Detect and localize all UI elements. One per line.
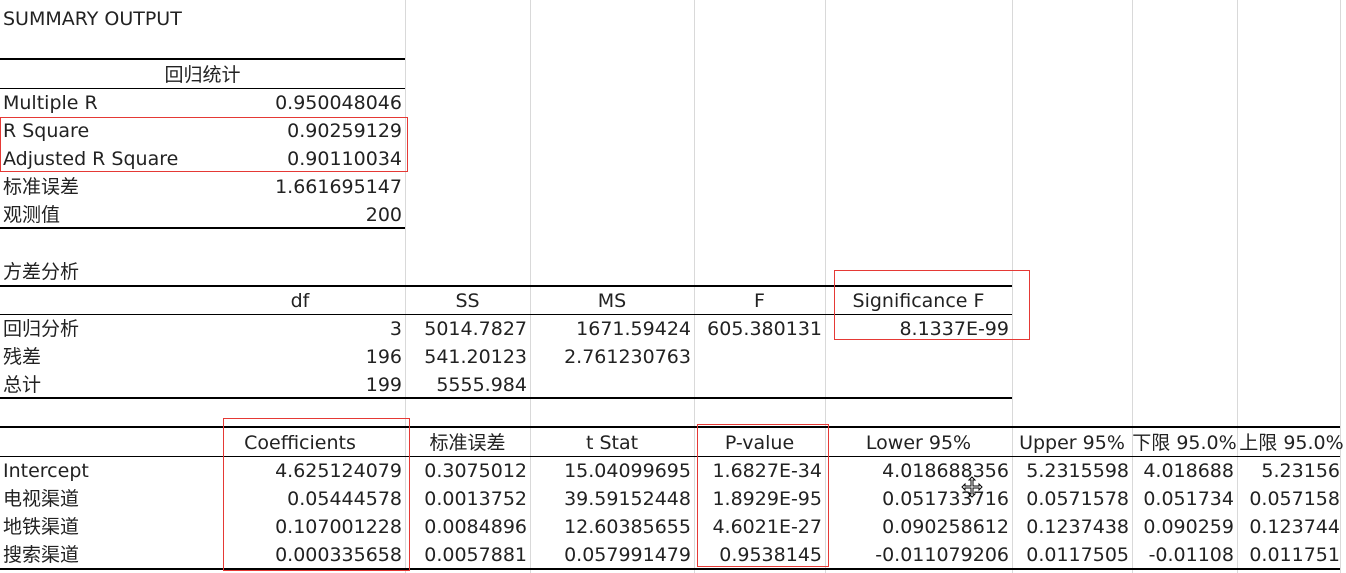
summary-title[interactable]: SUMMARY OUTPUT — [3, 8, 182, 30]
regression-header[interactable]: 回归统计 — [164, 64, 241, 86]
gridline — [1132, 0, 1133, 573]
coef-label[interactable]: 搜索渠道 — [3, 544, 80, 566]
coef-value[interactable]: 0.1237438 — [1026, 516, 1129, 538]
anova-ss[interactable]: 5555.984 — [436, 374, 527, 396]
regression-value[interactable]: 0.90259129 — [287, 120, 402, 142]
anova-df[interactable]: 199 — [365, 374, 402, 396]
coef-header[interactable]: 下限 95.0% — [1132, 432, 1237, 454]
coef-value[interactable]: -0.01108 — [1148, 544, 1234, 566]
coef-header[interactable]: Upper 95% — [1019, 432, 1125, 454]
coef-value[interactable]: 0.107001228 — [275, 516, 402, 538]
coef-value[interactable]: 1.6827E-34 — [712, 460, 822, 482]
coef-value[interactable]: 12.60385655 — [564, 516, 691, 538]
coef-value[interactable]: 0.051734 — [1143, 488, 1234, 510]
coef-value[interactable]: 5.2315598 — [1026, 460, 1129, 482]
regression-value[interactable]: 200 — [365, 204, 402, 226]
gridline — [1340, 0, 1341, 573]
coef-value[interactable]: 0.057991479 — [564, 544, 691, 566]
coef-value[interactable]: 39.59152448 — [564, 488, 691, 510]
coef-label[interactable]: 地铁渠道 — [3, 516, 80, 538]
regression-label[interactable]: 标准误差 — [3, 176, 80, 198]
coef-header[interactable]: Lower 95% — [865, 432, 972, 454]
move-cursor-icon — [961, 476, 983, 498]
coef-value[interactable]: 0.057158 — [1249, 488, 1340, 510]
table-border — [0, 285, 1012, 287]
anova-header[interactable]: MS — [597, 290, 627, 312]
table-border — [0, 426, 1340, 428]
anova-header[interactable]: SS — [455, 290, 480, 312]
highlight-box — [697, 424, 829, 567]
anova-label[interactable]: 总计 — [3, 374, 42, 396]
anova-ms[interactable]: 1671.59424 — [576, 318, 691, 340]
coef-value[interactable]: 0.05444578 — [287, 488, 402, 510]
coef-label[interactable]: Intercept — [3, 460, 89, 482]
anova-df[interactable]: 3 — [389, 318, 402, 340]
anova-label[interactable]: 回归分析 — [3, 318, 80, 340]
coef-value[interactable]: 4.018688356 — [882, 460, 1009, 482]
coef-header[interactable]: 上限 95.0% — [1239, 432, 1344, 454]
coef-value[interactable]: 4.6021E-27 — [712, 516, 822, 538]
regression-value[interactable]: 0.90110034 — [287, 148, 402, 170]
coef-value[interactable]: 15.04099695 — [564, 460, 691, 482]
table-border — [0, 88, 405, 89]
coef-header[interactable]: Coefficients — [244, 432, 356, 454]
coef-value[interactable]: 0.090259 — [1143, 516, 1234, 538]
highlight-box — [0, 117, 408, 172]
anova-title[interactable]: 方差分析 — [3, 261, 80, 283]
table-border — [0, 456, 1340, 457]
table-border — [0, 568, 1340, 570]
anova-ss[interactable]: 541.20123 — [424, 346, 527, 368]
highlight-box — [834, 270, 1030, 340]
anova-header[interactable]: df — [290, 290, 310, 312]
regression-label[interactable]: Adjusted R Square — [3, 148, 179, 170]
anova-sig[interactable]: 8.1337E-99 — [899, 318, 1009, 340]
coef-header[interactable]: t Stat — [585, 432, 639, 454]
coef-header[interactable]: 标准误差 — [429, 432, 506, 454]
gridline — [1237, 0, 1238, 573]
anova-header[interactable]: Significance F — [852, 290, 985, 312]
coef-value[interactable]: 4.625124079 — [275, 460, 402, 482]
table-border — [0, 227, 405, 229]
coef-value[interactable]: 1.8929E-95 — [712, 488, 822, 510]
anova-f[interactable]: 605.380131 — [707, 318, 822, 340]
coef-value[interactable]: 0.011751 — [1249, 544, 1340, 566]
table-border — [0, 314, 1012, 315]
regression-value[interactable]: 0.950048046 — [275, 92, 402, 114]
regression-label[interactable]: Multiple R — [3, 92, 98, 114]
table-border — [0, 58, 405, 60]
anova-label[interactable]: 残差 — [3, 346, 42, 368]
coef-value[interactable]: 0.090258612 — [882, 516, 1009, 538]
coef-value[interactable]: -0.011079206 — [875, 544, 1009, 566]
coef-value[interactable]: 0.3075012 — [424, 460, 527, 482]
coef-value[interactable]: 0.0084896 — [424, 516, 527, 538]
coef-value[interactable]: 4.018688 — [1143, 460, 1234, 482]
coef-value[interactable]: 0.9538145 — [719, 544, 822, 566]
anova-ss[interactable]: 5014.7827 — [424, 318, 527, 340]
anova-header[interactable]: F — [754, 290, 765, 312]
regression-label[interactable]: R Square — [3, 120, 90, 142]
coef-value[interactable]: 5.23156 — [1261, 460, 1340, 482]
coef-value[interactable]: 0.123744 — [1249, 516, 1340, 538]
coef-value[interactable]: 0.0571578 — [1026, 488, 1129, 510]
coef-value[interactable]: 0.0013752 — [424, 488, 527, 510]
coef-value[interactable]: 0.0117505 — [1026, 544, 1129, 566]
anova-df[interactable]: 196 — [365, 346, 402, 368]
highlight-box — [223, 418, 410, 571]
coef-header[interactable]: P-value — [724, 432, 795, 454]
coef-value[interactable]: 0.0057881 — [424, 544, 527, 566]
coef-label[interactable]: 电视渠道 — [3, 488, 80, 510]
table-border — [0, 397, 1012, 399]
coef-value[interactable]: 0.051733716 — [882, 488, 1009, 510]
regression-label[interactable]: 观测值 — [3, 204, 61, 226]
coef-value[interactable]: 0.000335658 — [275, 544, 402, 566]
regression-value[interactable]: 1.661695147 — [275, 176, 402, 198]
gridline — [1012, 0, 1013, 573]
anova-ms[interactable]: 2.761230763 — [564, 346, 691, 368]
